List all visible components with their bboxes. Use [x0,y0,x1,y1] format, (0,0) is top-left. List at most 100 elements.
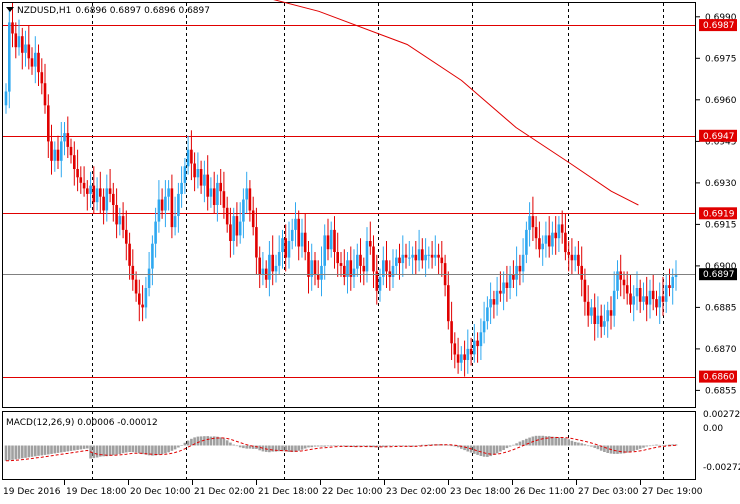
candle-body [434,254,437,258]
horizontal-levels[interactable] [3,25,695,378]
macd-histogram-bar [651,444,655,446]
candle-body [69,146,73,156]
level-price-label: 0.6947 [699,129,737,142]
macd-histogram-bar [671,444,674,446]
macd-histogram-bar [229,442,232,446]
candle-body [235,216,239,236]
candle-body [362,265,366,272]
price-tick-label: 0.6930 [705,179,737,189]
price-tick-label: 0.6990 [705,13,737,23]
macd-histogram-bar [560,437,564,446]
price-tick-label: 0.6885 [705,303,737,313]
macd-histogram-bar [655,444,658,446]
candle-body [281,238,284,252]
candle-body [131,265,135,280]
chart-title: NZDUSD,H1 0.6896 0.6897 0.6896 0.6897 [17,6,210,16]
candle-body [27,44,31,59]
macd-histogram-bar [274,445,278,452]
macd-histogram-bar [125,445,128,453]
candle-body [343,265,346,277]
macd-histogram-bar [34,445,37,457]
macd-histogram-bar [642,445,645,448]
candle-body [294,218,297,230]
macd-histogram-bar [521,440,525,446]
macd-histogram-bar [290,445,294,452]
candle-body [661,296,665,302]
macd-histogram-bar [343,445,346,447]
macd-histogram-bar [121,445,125,454]
candle-body [86,188,89,194]
macd-histogram-bar [586,445,590,447]
macd-histogram-bar [115,445,118,455]
macd-histogram-bar [456,445,460,448]
candle-body [547,235,551,247]
candle-body [212,188,216,205]
candle-body [108,188,112,194]
candle-body [541,243,544,250]
macd-histogram-bar [307,445,310,448]
candle-body [349,260,353,277]
macd-histogram-bar [310,445,313,448]
candle-body [4,91,8,106]
macd-histogram-bar [193,437,196,446]
macd-histogram-bar [479,445,483,456]
candle-body [242,199,245,222]
macd-histogram-bar [362,445,366,447]
macd-histogram-bar [206,436,209,446]
candle-body [160,199,164,211]
candle-body [486,307,489,322]
macd-histogram-bar [326,445,330,447]
candle-body [8,22,11,92]
candle-body [482,321,486,333]
candle-body [495,290,499,305]
macd-histogram-bar [567,439,570,446]
grid-lines [92,3,664,479]
candle-body [492,299,496,305]
candle-body [105,188,109,211]
macd-histogram-bar [625,445,629,453]
candle-body [173,216,177,228]
macd-histogram-bar [323,445,326,447]
level-label-text: 0.6987 [703,21,735,31]
macd-histogram-bar [255,445,258,449]
candle-body [147,268,151,288]
candle-body [528,216,531,230]
macd-histogram-bar [190,438,193,446]
macd-histogram-bar [515,443,518,446]
macd-histogram-bar [453,445,457,447]
candle-body [323,235,326,266]
candle-body [40,72,44,84]
candle-body [303,232,307,253]
candle-body [82,182,86,189]
macd-histogram-bar [512,444,515,446]
candle-body [271,254,274,272]
candle-body [356,254,359,269]
macd-histogram-bar [629,445,632,452]
macd-histogram-bar [391,445,395,447]
macd-histogram-bar [664,444,668,446]
macd-histogram-bar [99,445,102,457]
macd-histogram-bar [502,445,505,450]
time-tick-label: 21 Dec 02:00 [194,487,255,497]
macd-histogram-bar [177,445,180,448]
macd-histogram-bar [37,445,40,456]
candle-body [421,249,424,261]
macd-histogram-bar [619,445,622,454]
macd-histogram-bar [388,445,392,447]
macd-histogram-bar [378,445,382,448]
macd-histogram-bar [17,445,21,459]
macd-histogram-bar [82,445,86,449]
candle-body [284,238,287,258]
candle-body [450,321,453,344]
macd-histogram-bar [11,445,14,460]
candle-body [534,227,538,239]
macd-histogram-bar [14,445,18,460]
collapse-triangle-icon[interactable] [6,7,14,12]
macd-histogram-bar [528,437,531,446]
candle-body [128,243,131,266]
candle-body [79,177,83,183]
macd-histogram-bar [476,445,479,455]
candle-body [651,290,655,300]
